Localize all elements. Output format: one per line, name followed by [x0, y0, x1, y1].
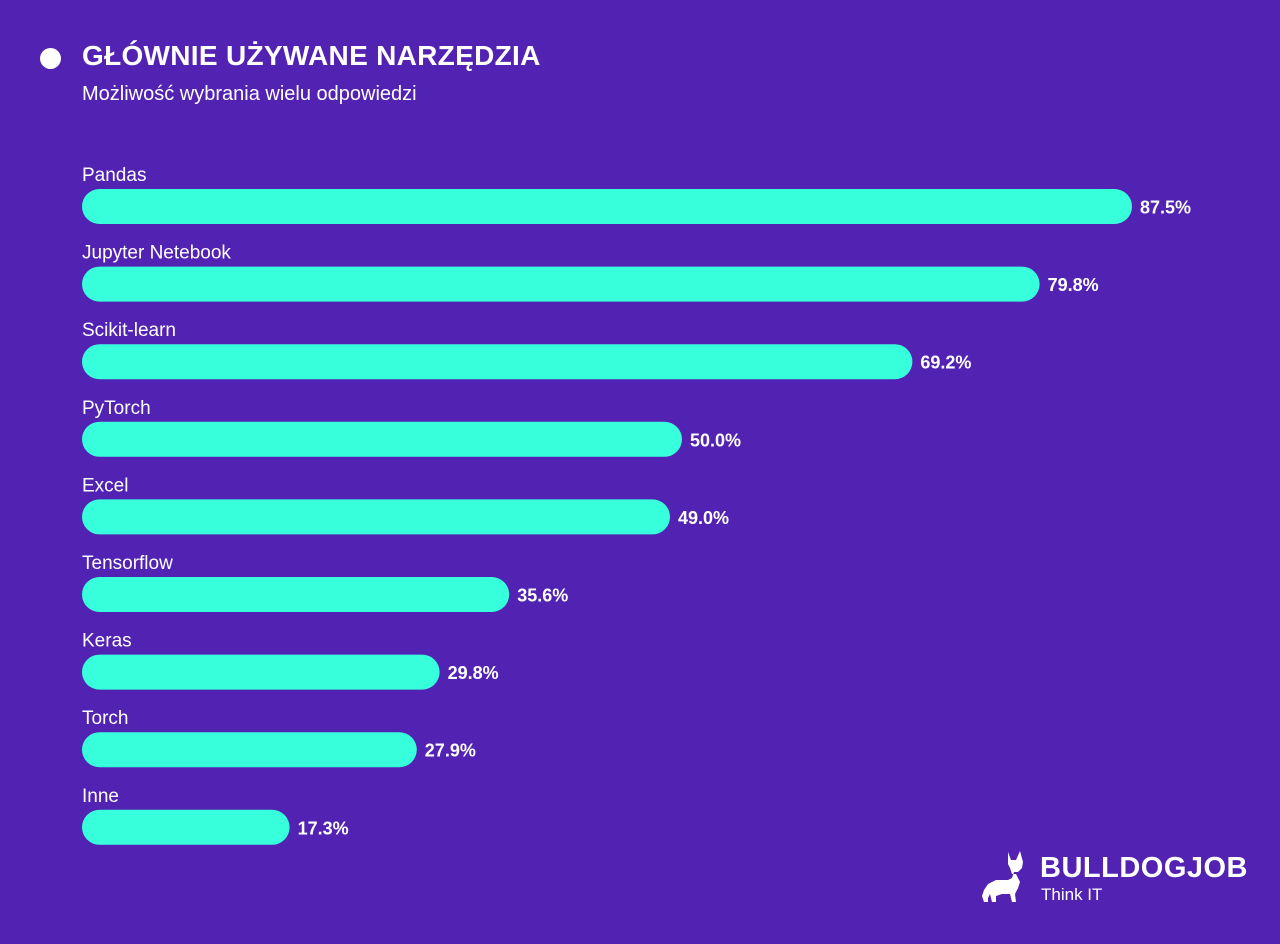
category-label: Tensorflow	[82, 553, 173, 574]
category-label: Scikit-learn	[82, 320, 176, 341]
value-label: 49.0%	[678, 508, 729, 528]
value-label: 35.6%	[517, 586, 568, 606]
bar	[82, 421, 682, 457]
bar	[82, 189, 1132, 224]
bulldogjob-logo: BULLDOGJOB Think IT	[978, 850, 1268, 906]
value-label: 50.0%	[690, 430, 741, 450]
category-label: PyTorch	[82, 398, 151, 419]
bar	[82, 654, 440, 690]
bar	[82, 266, 1040, 302]
category-label: Pandas	[82, 165, 146, 186]
value-label: 27.9%	[425, 741, 476, 761]
value-label: 79.8%	[1048, 275, 1099, 295]
category-label: Keras	[82, 631, 132, 652]
value-label: 87.5%	[1140, 198, 1191, 218]
chart-title: GŁÓWNIE UŻYWANE NARZĘDZIA	[82, 40, 541, 71]
value-label: 69.2%	[920, 353, 971, 373]
category-label: Torch	[82, 708, 128, 729]
bar	[82, 809, 290, 845]
category-label: Jupyter Netebook	[82, 243, 231, 264]
bulldog-icon	[982, 851, 1023, 902]
logo-wordmark: BULLDOGJOB	[1040, 852, 1248, 884]
category-label: Excel	[82, 475, 128, 496]
logo-tagline: Think IT	[1041, 885, 1103, 904]
value-label: 29.8%	[448, 663, 499, 683]
bar	[82, 344, 913, 380]
bar	[82, 732, 417, 768]
chart-subtitle: Możliwość wybrania wielu odpowiedzi	[82, 83, 417, 105]
title-bullet-icon	[40, 48, 61, 69]
bar	[82, 499, 670, 535]
value-label: 17.3%	[298, 818, 349, 838]
bar	[82, 577, 510, 612]
category-label: Inne	[82, 786, 119, 807]
